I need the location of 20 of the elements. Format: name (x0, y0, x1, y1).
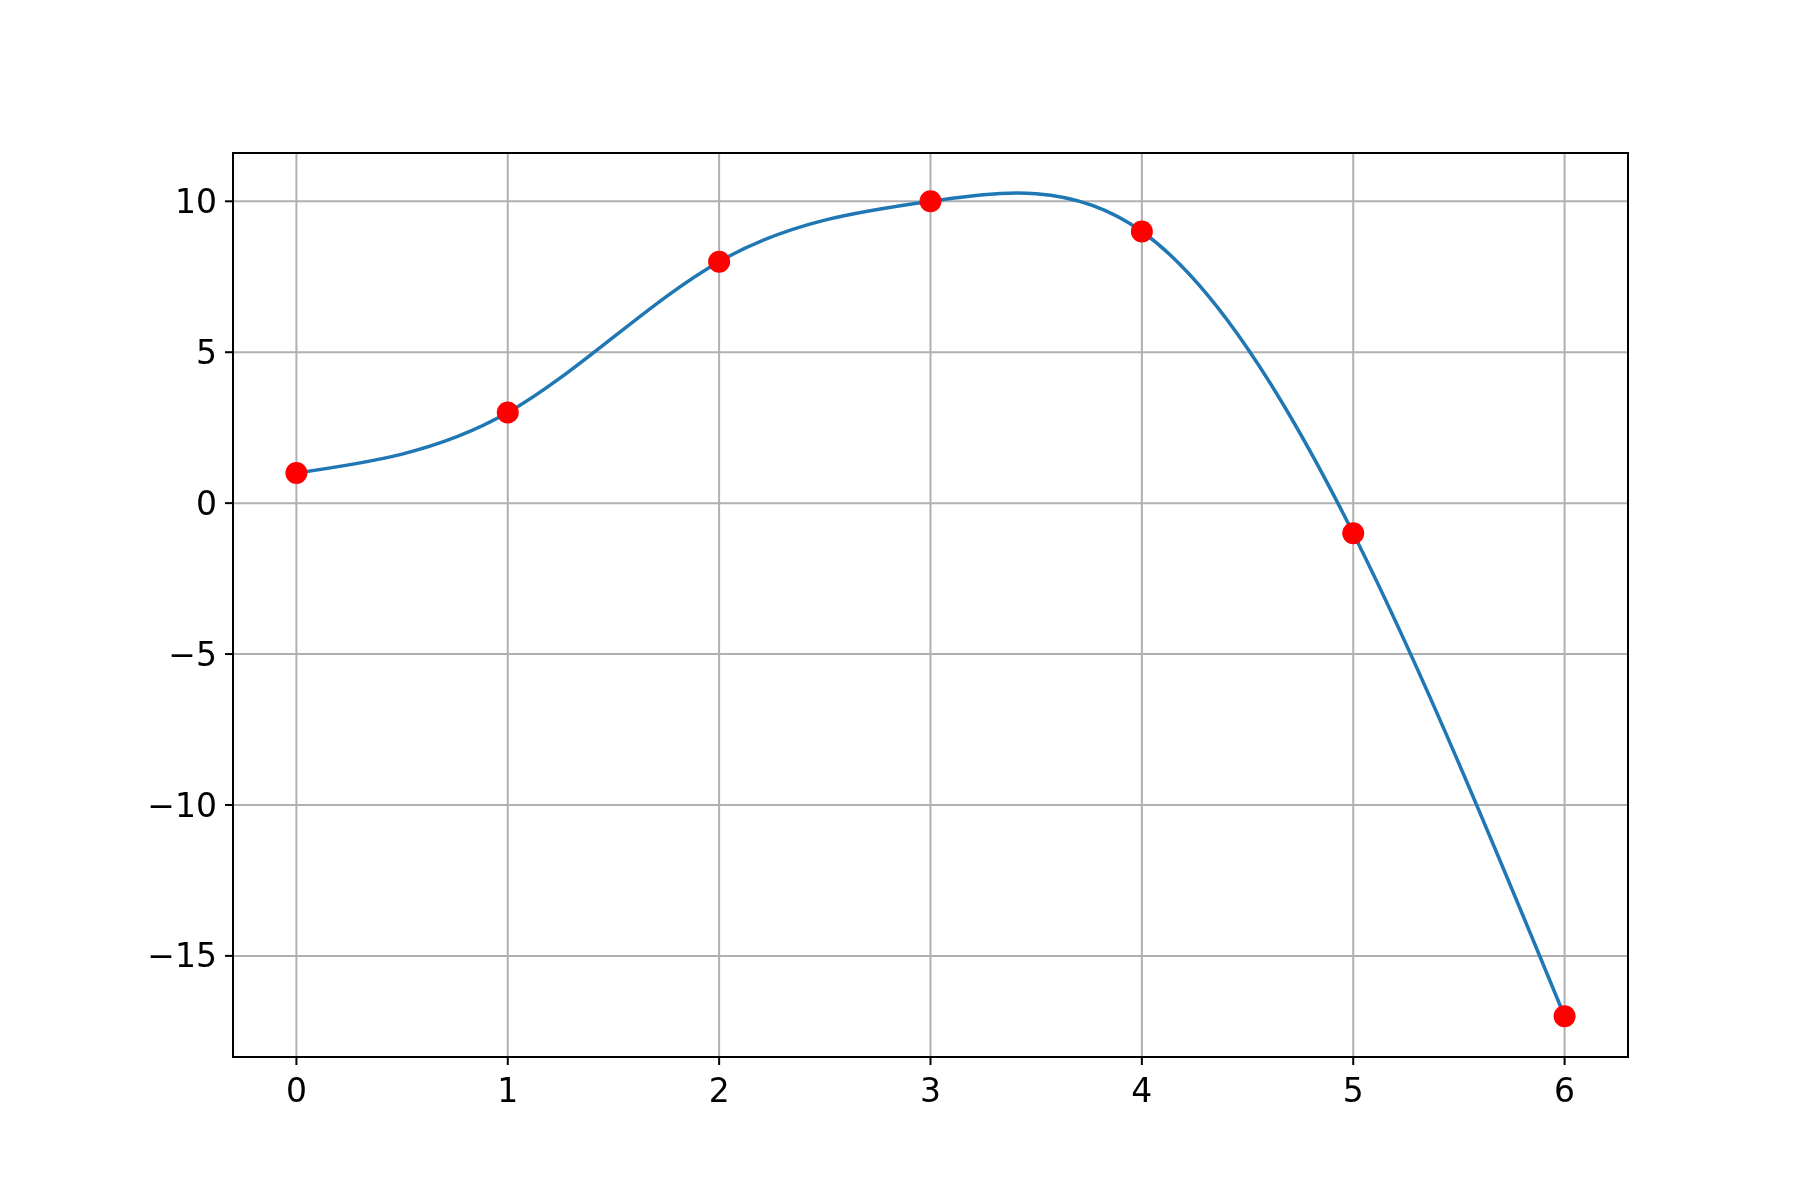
x-tick-label: 0 (285, 1071, 307, 1110)
point (1342, 522, 1365, 545)
x-tick-label: 2 (708, 1071, 730, 1110)
x-tick-label: 3 (920, 1071, 941, 1110)
y-tick-label: −15 (147, 936, 217, 976)
point (1130, 220, 1153, 243)
point (1553, 1005, 1576, 1028)
y-tick-label: 0 (196, 483, 217, 523)
y-tick-label: 10 (175, 181, 217, 221)
x-tick-label: 5 (1342, 1071, 1364, 1110)
point (496, 401, 519, 424)
point (919, 190, 942, 213)
point (708, 250, 731, 273)
y-tick-label: 5 (196, 332, 217, 372)
x-tick-label: 1 (497, 1071, 519, 1110)
y-tick-label: −10 (147, 785, 217, 825)
y-tick-label: −5 (168, 634, 217, 674)
x-tick-label: 4 (1131, 1071, 1153, 1110)
x-tick-label: 6 (1554, 1071, 1576, 1110)
point (285, 461, 308, 484)
